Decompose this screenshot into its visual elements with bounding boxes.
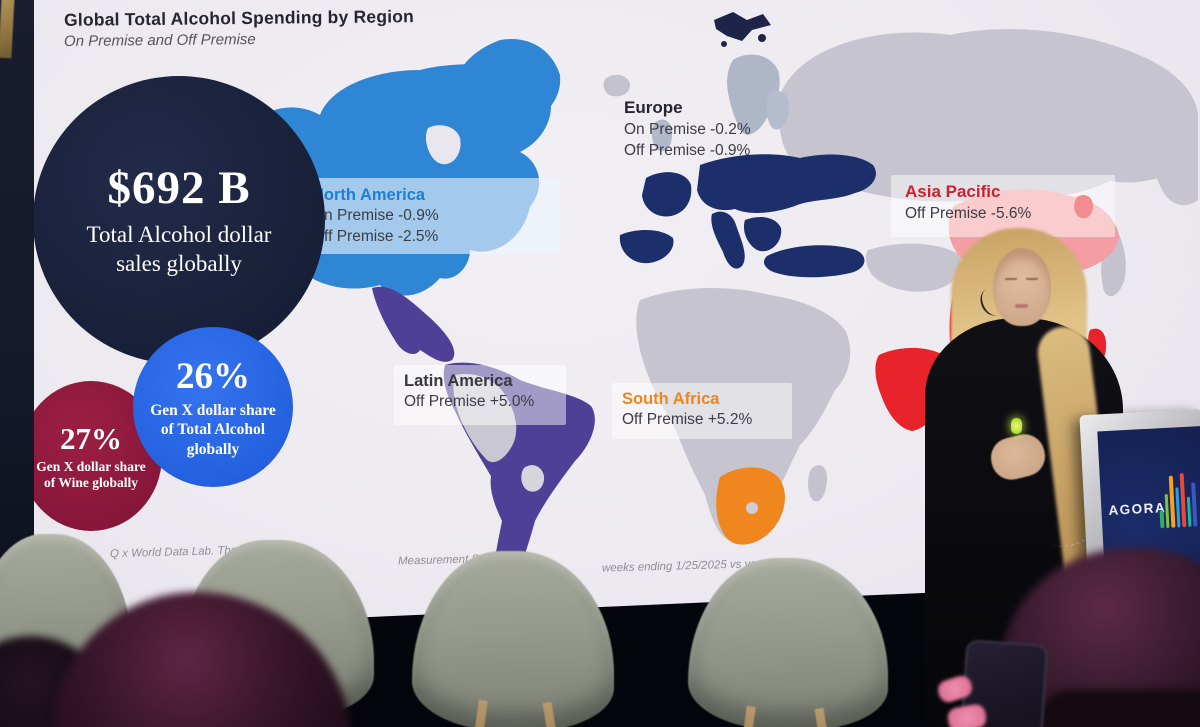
region-label-backdrop	[298, 178, 560, 254]
region-label-europe: Europe On Premise -0.2% Off Premise -0.9…	[624, 97, 751, 162]
audience-shoulder	[1040, 690, 1200, 727]
stat-bubble-genx-alcohol: 26% Gen X dollar share of Total Alcohol …	[133, 327, 293, 487]
agora-logo-bars-icon	[1158, 470, 1197, 529]
map-uk	[652, 119, 673, 152]
logo-bar	[1186, 496, 1192, 527]
region-label-north-america: North America On Premise -0.9% Off Premi…	[298, 178, 560, 254]
map-central-eastern-europe	[697, 154, 876, 213]
map-italy	[711, 211, 745, 269]
map-paraguay-gray	[521, 465, 545, 492]
region-stat: Off Premise -2.5%	[312, 228, 439, 246]
map-balkans	[743, 216, 782, 252]
logo-bar	[1179, 473, 1186, 528]
map-islet-1	[758, 34, 766, 42]
stat-label: Gen X dollar share of Total Alcohol glob…	[150, 401, 276, 458]
presenter-clicker-light	[1011, 418, 1022, 434]
region-stat: On Premise -0.2%	[624, 120, 751, 138]
region-label-latin-america: Latin America Off Premise +5.0%	[394, 365, 566, 425]
map-andean-gray	[453, 374, 517, 463]
stat-label: Gen X dollar share of Wine globally	[36, 458, 146, 490]
stat-value: $692 B	[107, 162, 251, 215]
region-name: Asia Pacific	[905, 182, 1001, 201]
map-archipelago	[714, 12, 771, 41]
region-label-backdrop	[891, 175, 1115, 237]
region-name: Latin America	[404, 372, 513, 390]
panel-chair	[412, 551, 614, 727]
logo-bar	[1164, 493, 1170, 529]
map-africa	[636, 288, 851, 541]
chair-back	[688, 558, 888, 727]
region-label-asia-pacific: Asia Pacific Off Premise -5.6%	[891, 175, 1115, 237]
map-lesotho	[746, 502, 758, 514]
region-stat: Off Premise +5.0%	[404, 393, 535, 411]
logo-bar	[1168, 475, 1175, 528]
map-france	[642, 172, 692, 217]
region-name: South Africa	[622, 390, 720, 408]
map-iberia	[619, 229, 674, 264]
map-scandinavia	[727, 54, 780, 135]
presenter-lips	[1015, 304, 1028, 308]
map-turkey	[763, 245, 865, 278]
world-map	[225, 12, 1198, 598]
map-finland	[766, 90, 789, 130]
map-korea	[1074, 195, 1093, 219]
region-label-backdrop	[394, 365, 566, 425]
presenter-eye	[1026, 278, 1038, 280]
region-name: Europe	[624, 98, 683, 117]
map-iceland	[603, 74, 631, 97]
region-label-backdrop	[612, 383, 792, 439]
region-label-south-africa: South Africa Off Premise +5.2%	[612, 383, 792, 439]
map-mexico-central-america	[372, 286, 455, 362]
logo-bar	[1191, 482, 1197, 527]
region-stat: Off Premise +5.2%	[622, 411, 753, 429]
stat-value: 27%	[60, 420, 122, 456]
map-russia-asia	[778, 29, 1198, 202]
logo-bar	[1159, 510, 1164, 529]
region-name: North America	[312, 186, 426, 204]
map-hudson-bay	[425, 125, 461, 165]
slide-title: Global Total Alcohol Spending by Region	[63, 6, 415, 30]
logo-bar	[1174, 487, 1181, 528]
region-stat: Off Premise -0.9%	[624, 141, 751, 159]
map-madagascar	[808, 465, 827, 502]
map-kamchatka	[1148, 114, 1198, 206]
panel-chair	[688, 558, 888, 727]
stat-label: Total Alcohol dollar sales globally	[86, 222, 272, 276]
presenter-face	[993, 248, 1051, 326]
chair-back	[412, 551, 614, 727]
slide-subtitle: On Premise and Off Premise	[63, 30, 256, 51]
stat-value: 26%	[176, 355, 250, 397]
stat-bubble-total-spend: $692 B Total Alcohol dollar sales global…	[34, 76, 325, 364]
presenter-eye	[1005, 278, 1017, 280]
map-middle-east-gray	[865, 243, 962, 292]
region-stat: Off Premise -5.6%	[905, 204, 1032, 222]
map-islet-2	[721, 41, 727, 47]
agora-logo-text: AGORA	[1108, 500, 1167, 519]
region-stat: On Premise -0.9%	[312, 207, 439, 225]
